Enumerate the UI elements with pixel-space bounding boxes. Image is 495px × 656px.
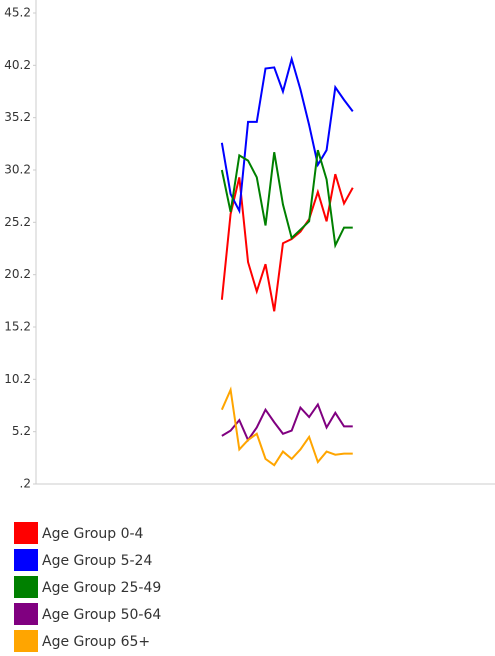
y-tick-label: 35.2 (4, 110, 31, 124)
legend-label: Age Group 25-49 (42, 580, 161, 596)
legend-swatch (14, 522, 38, 544)
legend-label: Age Group 5-24 (42, 553, 152, 569)
series-line (220, 55, 354, 215)
legend-label: Age Group 65+ (42, 634, 150, 650)
legend-swatch (14, 603, 38, 625)
series-line (220, 386, 353, 467)
y-tick-label: 40.2 (4, 58, 31, 72)
series-line (221, 402, 353, 443)
y-tick-label: 10.2 (4, 372, 31, 386)
series-line (220, 149, 353, 249)
y-tick-label: 45.2 (4, 6, 31, 20)
legend-swatch (14, 549, 38, 571)
series-line (220, 173, 354, 312)
y-tick-label: 20.2 (4, 267, 31, 281)
legend-swatch (14, 630, 38, 652)
y-tick-label: 25.2 (4, 215, 31, 229)
y-tick-label: 5.2 (12, 424, 31, 438)
legend-label: Age Group 0-4 (42, 526, 144, 542)
y-tick-label: 30.2 (4, 163, 31, 177)
y-tick-label: 15.2 (4, 320, 31, 334)
y-tick-label: .2 (20, 477, 31, 491)
legend-swatch (14, 576, 38, 598)
legend-label: Age Group 50-64 (42, 607, 161, 623)
